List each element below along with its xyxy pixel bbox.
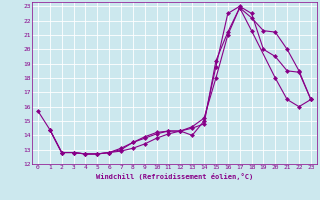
X-axis label: Windchill (Refroidissement éolien,°C): Windchill (Refroidissement éolien,°C) — [96, 173, 253, 180]
